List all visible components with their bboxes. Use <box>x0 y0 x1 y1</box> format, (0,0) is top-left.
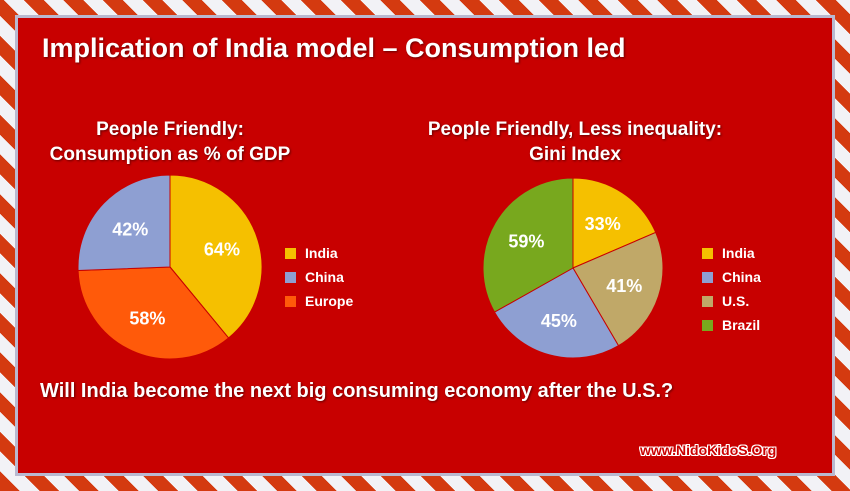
data-label: 41% <box>606 276 642 296</box>
legend-item: Brazil <box>702 313 761 337</box>
legend-item: China <box>285 265 353 289</box>
chart1-title-line2: Consumption as % of GDP <box>49 144 291 165</box>
legend-item: China <box>702 265 761 289</box>
chart2-title: People Friendly, Less inequality: Gini I… <box>400 117 750 167</box>
chart1-legend: India China Europe <box>285 241 353 313</box>
chart2-title-line1: People Friendly, Less inequality: <box>427 119 723 140</box>
pie-slice-europe <box>77 266 230 360</box>
data-label: 42% <box>112 220 148 240</box>
chart1-title: People Friendly: Consumption as % of GDP <box>20 117 320 167</box>
legend-swatch <box>702 247 713 259</box>
legend-item: India <box>702 241 761 265</box>
chart1-title-line1: People Friendly: <box>96 119 244 140</box>
legend-label: China <box>722 269 761 285</box>
legend-swatch <box>702 295 713 307</box>
data-label: 45% <box>541 311 577 331</box>
question-text: Will India become the next big consuming… <box>40 380 674 402</box>
legend-item: India <box>285 241 353 265</box>
legend-label: China <box>305 269 344 285</box>
pie-slice-china <box>77 174 171 272</box>
legend-label: India <box>305 245 338 261</box>
data-label: 59% <box>508 232 544 252</box>
chart2-title-line2: Gini Index <box>529 144 621 165</box>
legend-swatch <box>702 319 713 331</box>
watermark: www.NidoKidoS.Org <box>640 442 777 458</box>
pie-slice-india <box>572 177 657 269</box>
data-label: 58% <box>129 308 165 328</box>
pie-slice-india <box>169 174 263 339</box>
legend-swatch <box>702 271 713 283</box>
slide-title: Implication of India model – Consumption… <box>42 33 626 63</box>
legend-label: Brazil <box>722 317 761 333</box>
legend-swatch <box>285 247 296 259</box>
legend-label: India <box>722 245 755 261</box>
data-label: 33% <box>585 214 621 234</box>
chart2-legend: India China U.S. Brazil <box>702 241 761 337</box>
pie-slice-china <box>493 267 620 359</box>
legend-label: Europe <box>305 293 354 309</box>
pie-slice-brazil <box>482 177 574 313</box>
pie-slice-us <box>572 231 664 347</box>
legend-swatch <box>285 271 296 283</box>
legend-item: Europe <box>285 289 353 313</box>
legend-swatch <box>285 295 296 307</box>
legend-item: U.S. <box>702 289 761 313</box>
legend-label: U.S. <box>722 293 750 309</box>
data-label: 64% <box>204 239 240 259</box>
